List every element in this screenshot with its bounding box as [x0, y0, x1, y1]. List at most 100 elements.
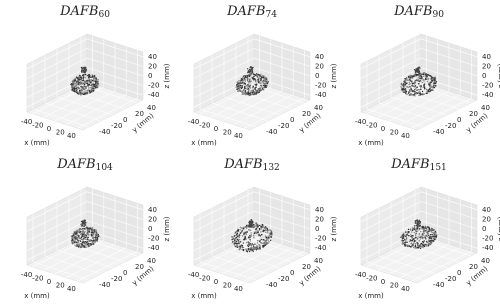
point	[265, 83, 267, 86]
x-tick-label: 20	[223, 282, 232, 290]
point	[236, 86, 239, 89]
point	[80, 225, 83, 227]
point	[434, 79, 437, 81]
point	[91, 74, 93, 76]
point	[420, 77, 422, 80]
point	[88, 82, 91, 84]
point	[417, 224, 420, 226]
y-tick-label: -40	[99, 128, 110, 136]
point	[433, 234, 435, 236]
point	[402, 90, 404, 93]
point	[416, 92, 418, 94]
grid-line	[80, 84, 138, 104]
point	[432, 231, 434, 233]
point	[418, 220, 421, 223]
point	[417, 230, 419, 232]
point	[80, 223, 82, 226]
point	[79, 239, 81, 242]
grid-line	[253, 38, 311, 58]
point	[243, 90, 246, 92]
point	[78, 79, 80, 81]
grid-line	[44, 102, 102, 122]
point-cloud	[400, 66, 438, 97]
point	[73, 235, 76, 237]
point	[426, 75, 428, 78]
y-tick-label: 40	[481, 257, 490, 265]
y-tick-label: -20	[111, 122, 122, 130]
point	[235, 86, 237, 88]
point	[91, 76, 94, 78]
z-axis-label: z (mm)	[163, 63, 171, 88]
y-tick-label: 40	[147, 257, 156, 265]
point	[72, 234, 75, 237]
point	[72, 79, 74, 82]
point	[414, 225, 416, 227]
y-tick-label: -40	[266, 281, 277, 289]
grid-line	[26, 201, 88, 232]
point	[246, 231, 249, 233]
grid-line	[26, 57, 88, 89]
point	[414, 72, 417, 74]
point	[77, 241, 80, 243]
point	[424, 227, 426, 229]
y-tick-label: 20	[135, 110, 144, 118]
point	[260, 89, 263, 91]
point	[263, 245, 265, 248]
point	[249, 87, 252, 89]
title-text: DAFB	[223, 157, 262, 172]
point	[261, 75, 263, 77]
point	[73, 233, 76, 235]
point	[266, 228, 268, 230]
point	[248, 229, 251, 231]
point	[92, 238, 95, 241]
point	[260, 233, 263, 236]
point	[434, 234, 436, 236]
grid-line	[26, 210, 88, 242]
x-tick-label: 0	[47, 278, 51, 286]
point	[417, 223, 419, 225]
point	[263, 83, 266, 86]
point	[83, 81, 86, 83]
point	[412, 90, 414, 93]
point	[81, 224, 84, 226]
z-axis-label: z (mm)	[497, 216, 500, 241]
point	[81, 71, 83, 73]
point	[258, 229, 260, 232]
point	[251, 70, 254, 72]
point	[252, 245, 255, 248]
point	[253, 88, 255, 90]
point	[71, 237, 73, 240]
point	[86, 233, 88, 235]
point	[247, 91, 250, 93]
point	[87, 74, 89, 77]
point	[264, 85, 266, 88]
point	[244, 93, 247, 95]
point	[87, 241, 89, 244]
point	[254, 78, 256, 80]
point	[431, 232, 433, 234]
point	[246, 68, 249, 70]
point	[235, 236, 237, 239]
point	[242, 81, 244, 83]
y-tick-label: 40	[314, 104, 323, 112]
point	[81, 86, 83, 88]
grid-line	[26, 220, 88, 251]
point	[249, 223, 251, 226]
point-cloud	[235, 66, 269, 97]
point	[83, 245, 85, 247]
x-tick-label: -20	[199, 274, 210, 282]
point	[420, 74, 422, 77]
point	[81, 74, 84, 76]
point	[260, 73, 262, 76]
point	[271, 235, 273, 237]
point	[83, 91, 85, 93]
point	[418, 75, 420, 77]
grid-line	[32, 108, 90, 128]
point	[245, 84, 248, 87]
point	[84, 73, 87, 76]
point	[238, 236, 240, 239]
point	[432, 241, 434, 243]
y-tick-label: 0	[123, 116, 127, 124]
grid-line	[253, 191, 311, 211]
point	[83, 233, 85, 236]
